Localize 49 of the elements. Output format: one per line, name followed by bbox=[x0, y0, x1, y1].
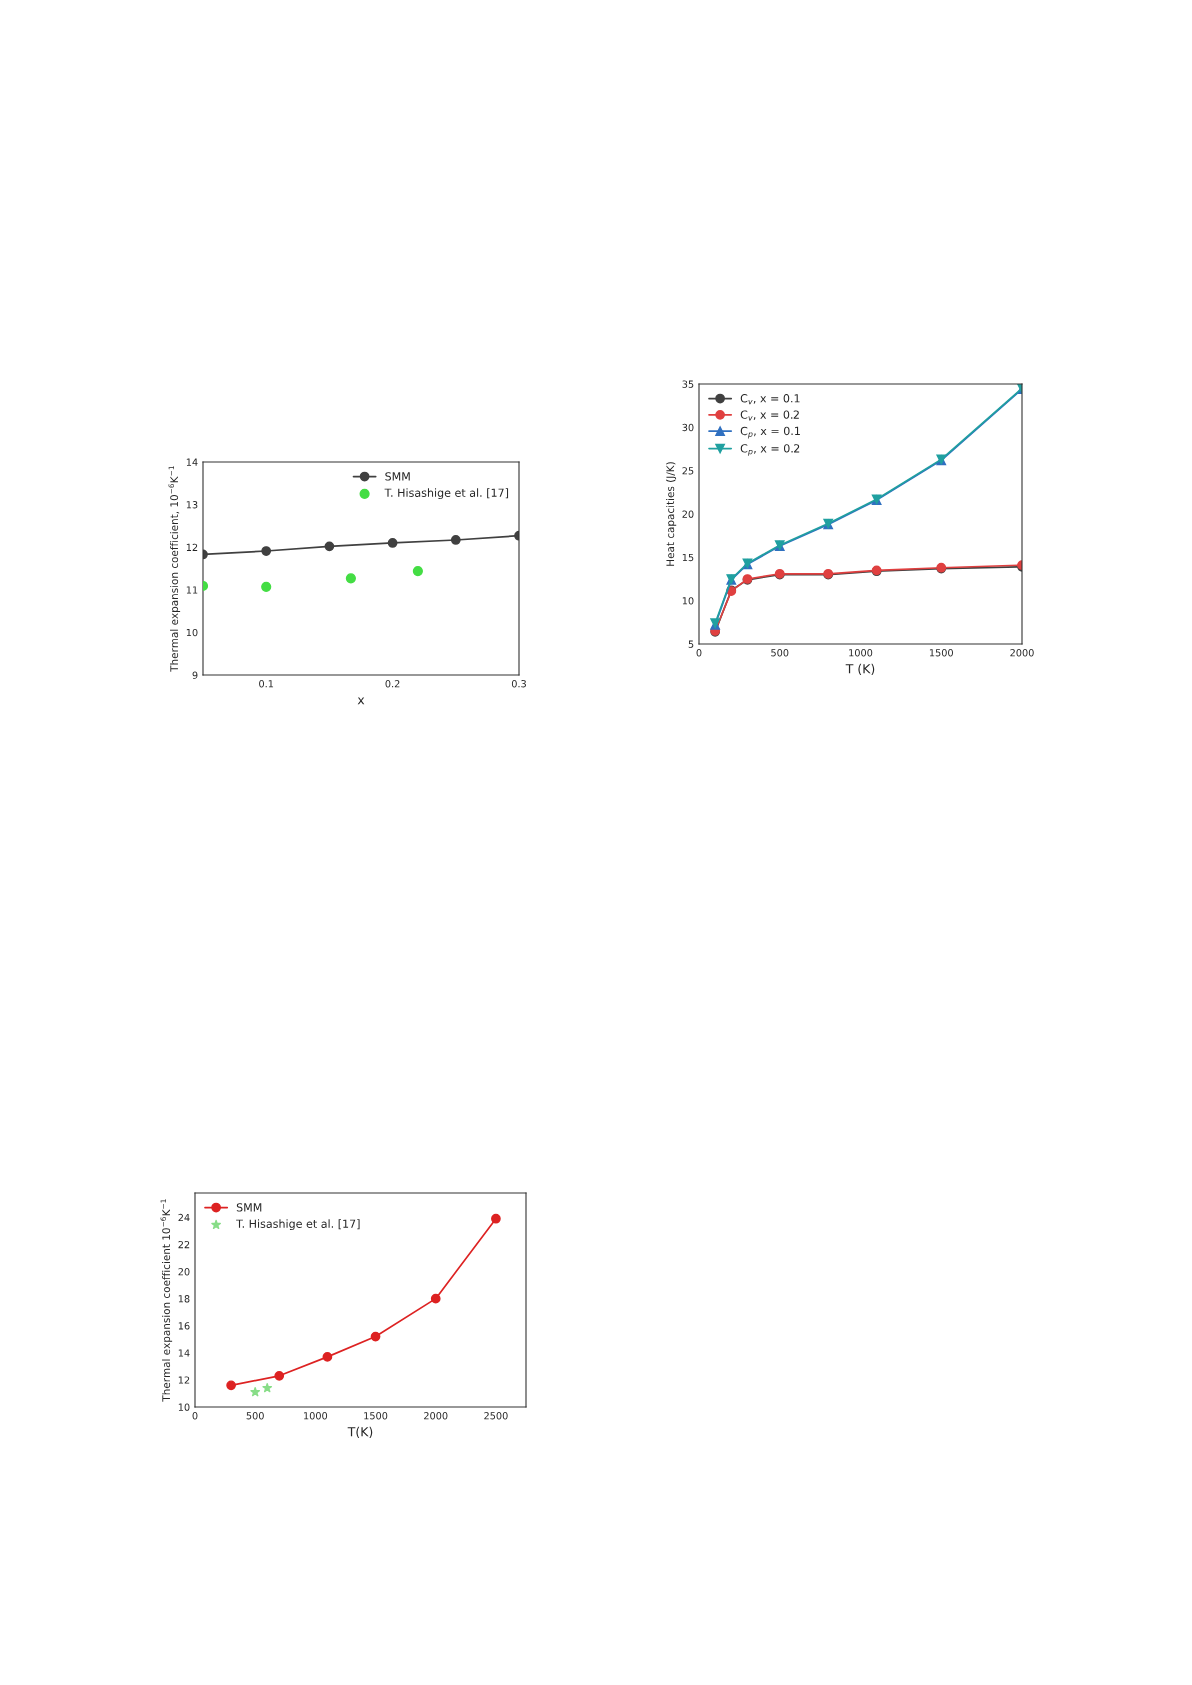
legend-label: C$_{p}$, x = 0.1 bbox=[740, 426, 800, 439]
y-tick-label: 10 bbox=[186, 628, 198, 637]
x-tick-label: 2000 bbox=[1010, 649, 1034, 657]
y-tick-label: 11 bbox=[186, 586, 198, 594]
x-tick-label: 1500 bbox=[929, 649, 953, 657]
y-tick-label: 14 bbox=[186, 458, 198, 466]
legend-label: C$_{p}$, x = 0.2 bbox=[740, 444, 800, 456]
y-tick-label: 24 bbox=[178, 1213, 190, 1222]
y-tick-label: 9 bbox=[192, 671, 198, 679]
x-tick-label: 2500 bbox=[484, 1412, 508, 1420]
x-tick-label: 0.1 bbox=[259, 680, 274, 688]
x-axis-title: T (K) bbox=[845, 663, 875, 675]
y-tick-label: 20 bbox=[682, 510, 694, 518]
x-tick-label: 2000 bbox=[424, 1412, 448, 1420]
x-tick-label: 0 bbox=[696, 649, 702, 657]
x-tick-label: 1000 bbox=[304, 1412, 328, 1420]
y-tick-label: 30 bbox=[682, 423, 694, 432]
y-tick-label: 18 bbox=[178, 1295, 190, 1303]
y-tick-label: 22 bbox=[178, 1240, 190, 1249]
legend-label: C$_{v}$, x = 0.1 bbox=[740, 394, 800, 405]
y-axis-title: Heat capacities (J/K) bbox=[666, 462, 677, 566]
y-tick-label: 5 bbox=[688, 640, 694, 648]
y-tick-label: 13 bbox=[186, 501, 198, 509]
y-tick-label: 20 bbox=[178, 1268, 190, 1276]
x-axis-title: T(K) bbox=[347, 1426, 373, 1438]
x-axis-title: x bbox=[357, 697, 365, 705]
x-tick-label: 500 bbox=[771, 649, 789, 657]
y-tick-label: 14 bbox=[178, 1349, 190, 1357]
x-tick-label: 1000 bbox=[849, 649, 873, 657]
y-tick-label: 16 bbox=[178, 1322, 190, 1330]
x-tick-label: 1500 bbox=[364, 1412, 388, 1420]
y-tick-label: 10 bbox=[178, 1403, 190, 1411]
legend-label: T. Hisashige et al. [17] bbox=[384, 488, 509, 500]
legend-label: C$_{v}$, x = 0.2 bbox=[740, 410, 799, 421]
x-tick-label: 0.3 bbox=[511, 680, 526, 688]
y-tick-label: 15 bbox=[682, 553, 694, 562]
x-tick-label: 0 bbox=[192, 1412, 198, 1420]
x-tick-label: 0.2 bbox=[385, 680, 400, 688]
legend-label: SMM bbox=[385, 472, 410, 481]
y-tick-label: 25 bbox=[682, 467, 694, 475]
y-tick-label: 12 bbox=[178, 1376, 190, 1384]
legend-label: SMM bbox=[236, 1203, 262, 1212]
y-tick-label: 12 bbox=[186, 543, 198, 551]
y-tick-label: 35 bbox=[682, 380, 694, 388]
y-tick-label: 10 bbox=[682, 597, 694, 605]
legend-label: T. Hisashige et al. [17] bbox=[236, 1219, 360, 1231]
x-tick-label: 500 bbox=[246, 1412, 264, 1420]
y-axis-title: Thermal expansion coefficient 10$^{−6}$K$^{−1}$ bbox=[160, 1199, 173, 1402]
y-axis-title: Thermal expansion coefficient, 10$^{−6}$K$^{−1}$ bbox=[168, 466, 181, 672]
